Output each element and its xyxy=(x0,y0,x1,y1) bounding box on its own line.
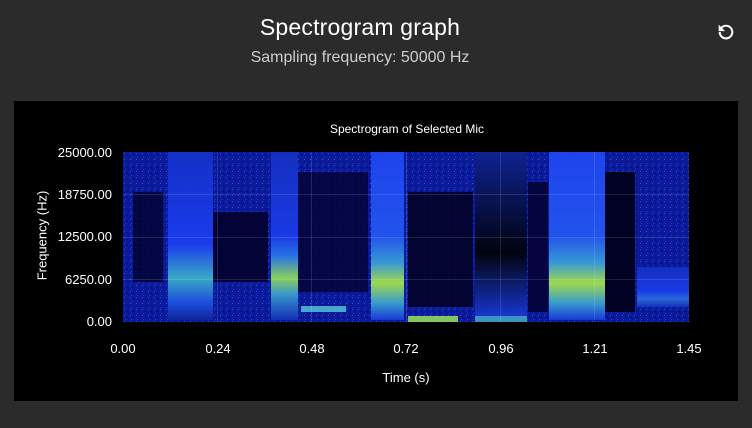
spectrogram-plot xyxy=(123,152,689,322)
y-tick-label: 25000.00 xyxy=(57,145,112,160)
page-title: Spectrogram graph xyxy=(259,14,461,40)
x-tick-label: 0.24 xyxy=(205,341,231,356)
x-tick-label: 0.96 xyxy=(488,341,514,356)
y-tick-label: 6250.00 xyxy=(65,272,112,287)
y-tick-label: 12500.00 xyxy=(57,229,112,244)
x-tick-label: 0.72 xyxy=(393,341,419,356)
y-tick-label: 0.00 xyxy=(86,314,112,329)
x-axis-label: Time (s) xyxy=(382,370,430,385)
y-tick-label: 18750.00 xyxy=(57,187,112,202)
x-tick-label: 1.21 xyxy=(582,341,608,356)
chart-title: Spectrogram of Selected Mic xyxy=(329,122,485,136)
x-tick-label: 0.48 xyxy=(299,341,325,356)
refresh-button[interactable] xyxy=(712,18,740,46)
spectrogram-heatmap xyxy=(123,152,689,322)
x-tick-label: 1.45 xyxy=(676,341,702,356)
sampling-frequency-text: Sampling frequency: 50000 Hz xyxy=(250,49,470,66)
refresh-icon xyxy=(718,24,734,40)
x-tick-label: 0.00 xyxy=(110,341,136,356)
